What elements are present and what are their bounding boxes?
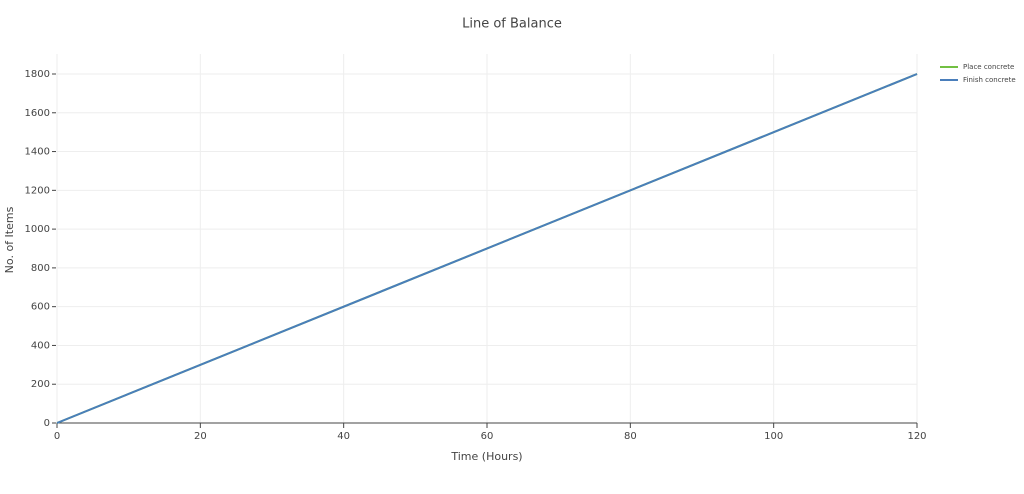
chart-title: Line of Balance [462,17,562,32]
x-tick-label: 80 [624,431,637,442]
y-tick-label: 1800 [25,69,50,80]
x-tick-label: 40 [337,431,350,442]
y-tick-label: 1400 [25,147,50,158]
x-tick-label: 0 [54,431,60,442]
x-tick-label: 20 [194,431,207,442]
y-tick-label: 400 [31,340,50,351]
legend-label: Place concrete [963,63,1014,71]
x-axis-label: Time (Hours) [450,450,522,463]
x-tick-label: 60 [481,431,494,442]
y-tick-label: 1200 [25,185,50,196]
y-tick-label: 200 [31,379,50,390]
y-axis-label: No. of Items [3,206,16,273]
y-tick-label: 1600 [25,108,50,119]
y-tick-label: 0 [44,418,50,429]
y-tick-label: 600 [31,302,50,313]
y-tick-label: 1000 [25,224,50,235]
series-line [56,73,918,424]
x-tick-label: 100 [764,431,783,442]
legend-label: Finish concrete [963,76,1016,84]
x-tick-label: 120 [907,431,926,442]
y-tick-label: 800 [31,263,50,274]
